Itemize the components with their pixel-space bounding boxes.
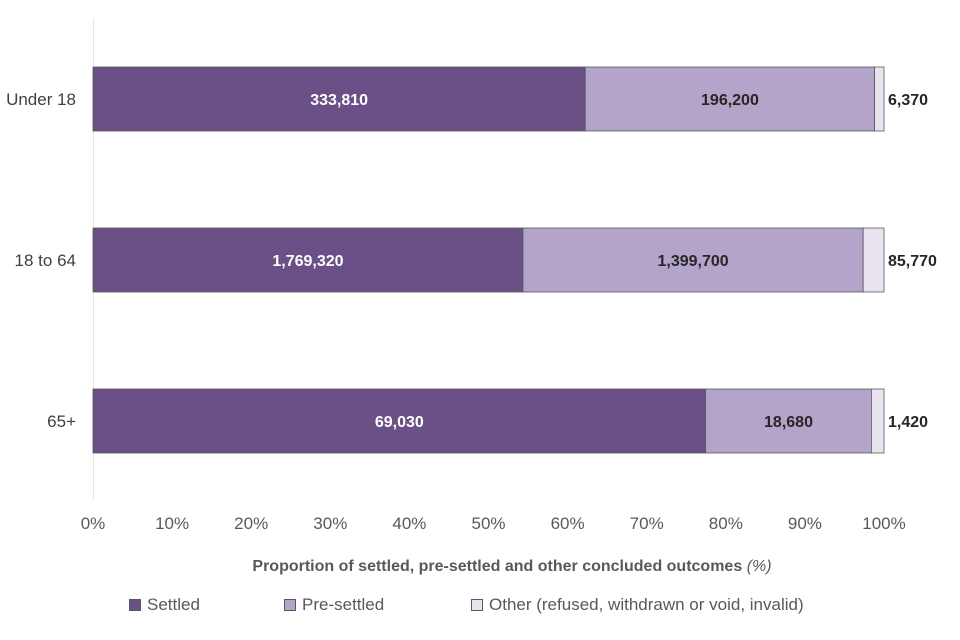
x-tick-label-10: 10% — [155, 514, 189, 533]
x-tick-label-30: 30% — [313, 514, 347, 533]
legend-item-settled: Settled — [129, 595, 200, 615]
legend-label-other: Other (refused, withdrawn or void, inval… — [489, 595, 804, 614]
data-label-pre-settled-65: 18,680 — [764, 414, 813, 431]
bar-pre-settled-under-18 — [584, 66, 876, 132]
bar-pre-settled-65 — [705, 388, 872, 454]
x-tick-label-90: 90% — [788, 514, 822, 533]
bar-other-under-18 — [874, 66, 885, 132]
x-tick-label-70: 70% — [630, 514, 664, 533]
category-label-65: 65+ — [47, 412, 76, 431]
data-label-other-under-18: 6,370 — [888, 92, 928, 109]
x-tick-label-0: 0% — [81, 514, 106, 533]
bar-settled-18-to-64 — [92, 227, 524, 293]
x-tick-label-50: 50% — [471, 514, 505, 533]
data-label-other-18-to-64: 85,770 — [888, 253, 937, 270]
data-label-other-65: 1,420 — [888, 414, 928, 431]
legend-swatch-other — [471, 599, 483, 611]
x-tick-label-60: 60% — [551, 514, 585, 533]
category-label-under-18: Under 18 — [6, 90, 76, 109]
data-label-settled-18-to-64: 1,769,320 — [272, 253, 343, 270]
data-label-settled-under-18: 333,810 — [310, 92, 368, 109]
legend: Settled Pre-settled Other (refused, with… — [0, 595, 960, 617]
data-label-pre-settled-under-18: 196,200 — [701, 92, 759, 109]
data-label-pre-settled-18-to-64: 1,399,700 — [657, 253, 728, 270]
legend-swatch-pre-settled — [284, 599, 296, 611]
legend-item-other: Other (refused, withdrawn or void, inval… — [471, 595, 804, 615]
category-label-18-to-64: 18 to 64 — [15, 251, 76, 270]
x-tick-label-20: 20% — [234, 514, 268, 533]
x-tick-label-80: 80% — [709, 514, 743, 533]
x-tick-label-100: 100% — [862, 514, 905, 533]
x-tick-label-40: 40% — [392, 514, 426, 533]
legend-label-pre-settled: Pre-settled — [302, 595, 385, 614]
bar-settled-under-18 — [92, 66, 586, 132]
bar-other-18-to-64 — [862, 227, 885, 293]
bar-other-65 — [870, 388, 885, 454]
legend-swatch-settled — [129, 599, 141, 611]
legend-item-pre-settled: Pre-settled — [284, 595, 384, 615]
stacked-bar-chart: 333,810 196,200 6,370 1,769,320 1,399,700 85,… — [6, 18, 937, 575]
legend-label-settled: Settled — [147, 595, 200, 614]
x-axis-title: Proportion of settled, pre-settled and o… — [252, 558, 771, 575]
data-label-settled-65: 69,030 — [375, 414, 424, 431]
